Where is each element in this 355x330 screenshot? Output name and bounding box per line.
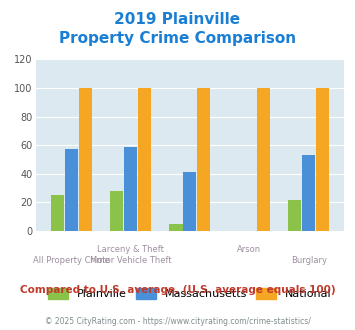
Text: Property Crime Comparison: Property Crime Comparison [59,31,296,46]
Bar [124,147,137,231]
Bar [138,88,151,231]
Text: Arson: Arson [237,245,261,254]
Legend: Plainville, Massachusetts, National: Plainville, Massachusetts, National [48,288,332,300]
Bar [316,88,329,231]
Bar [184,172,196,231]
Text: Burglary: Burglary [291,256,327,265]
Bar [169,224,182,231]
Bar [302,155,315,231]
Text: Motor Vehicle Theft: Motor Vehicle Theft [90,256,171,265]
Bar [257,88,270,231]
Bar [65,149,78,231]
Bar [51,195,64,231]
Bar [110,191,123,231]
Text: 2019 Plainville: 2019 Plainville [114,12,241,26]
Text: Compared to U.S. average. (U.S. average equals 100): Compared to U.S. average. (U.S. average … [20,285,335,295]
Bar [197,88,211,231]
Bar [288,200,301,231]
Text: All Property Crime: All Property Crime [33,256,109,265]
Bar [78,88,92,231]
Text: Larceny & Theft: Larceny & Theft [97,245,164,254]
Text: © 2025 CityRating.com - https://www.cityrating.com/crime-statistics/: © 2025 CityRating.com - https://www.city… [45,317,310,326]
